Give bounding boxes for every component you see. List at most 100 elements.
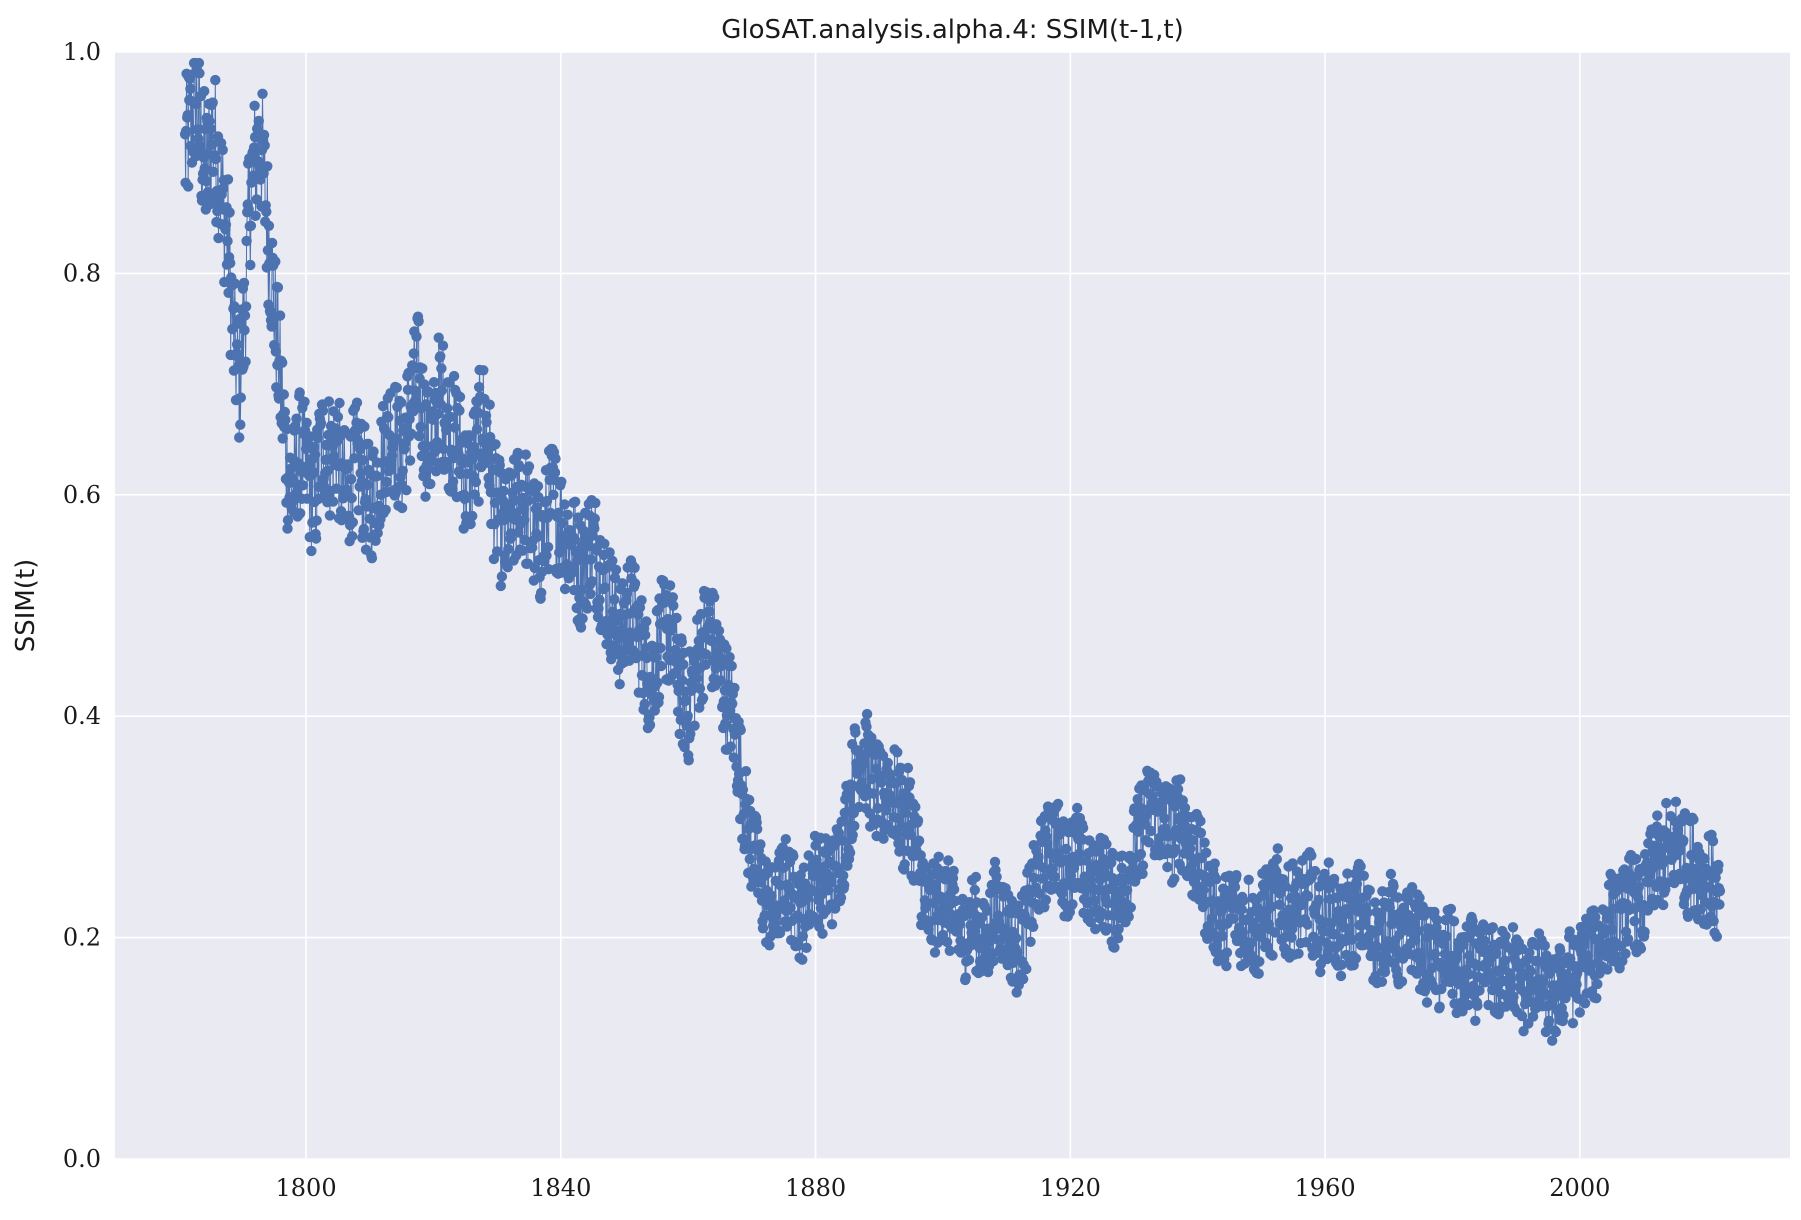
- data-point: [1436, 983, 1447, 995]
- data-point: [1551, 991, 1562, 1002]
- data-point: [512, 447, 523, 459]
- data-point: [312, 432, 323, 444]
- x-tick-label: 1960: [1295, 1174, 1356, 1202]
- data-point: [1221, 947, 1233, 958]
- data-point: [1019, 911, 1030, 922]
- data-point: [1313, 894, 1324, 906]
- data-point: [416, 450, 427, 462]
- data-point: [234, 432, 245, 443]
- data-point: [823, 885, 834, 896]
- data-point: [1369, 897, 1381, 908]
- data-point: [727, 698, 738, 709]
- data-point: [701, 649, 712, 660]
- data-point: [396, 502, 408, 514]
- data-point: [576, 584, 587, 595]
- data-point: [347, 531, 358, 542]
- data-point: [1029, 872, 1040, 884]
- data-point: [1270, 927, 1281, 938]
- data-point: [885, 769, 896, 780]
- data-point: [653, 691, 665, 703]
- data-point: [249, 131, 261, 143]
- data-point: [509, 495, 520, 506]
- x-tick-label: 2000: [1549, 1174, 1610, 1202]
- data-point: [485, 431, 496, 443]
- data-point: [366, 553, 378, 564]
- data-point: [467, 453, 478, 465]
- data-point: [1713, 859, 1724, 871]
- data-point: [513, 527, 524, 538]
- data-point: [1052, 848, 1063, 859]
- data-point: [183, 181, 194, 192]
- data-point: [844, 847, 856, 858]
- data-point: [569, 534, 580, 546]
- data-point: [963, 954, 975, 966]
- data-point: [502, 562, 513, 573]
- data-point: [788, 851, 799, 862]
- data-point: [1045, 848, 1056, 859]
- data-point: [224, 207, 235, 218]
- data-point: [448, 370, 460, 382]
- data-point: [1170, 844, 1181, 855]
- data-point: [1145, 825, 1157, 837]
- data-point: [1034, 888, 1045, 899]
- data-point: [766, 890, 777, 901]
- data-point: [408, 348, 419, 359]
- data-point: [585, 588, 596, 600]
- data-point: [641, 616, 652, 627]
- data-point: [240, 301, 252, 312]
- data-point: [1231, 870, 1242, 881]
- data-point: [850, 727, 861, 738]
- series-ssim: [179, 57, 1726, 1046]
- data-point: [473, 381, 485, 393]
- data-point: [308, 441, 320, 453]
- data-point: [377, 400, 389, 412]
- data-point: [250, 210, 261, 221]
- data-point: [252, 123, 263, 134]
- data-point: [1162, 861, 1173, 873]
- data-point: [329, 451, 340, 462]
- data-point: [1038, 873, 1050, 884]
- data-point: [489, 497, 501, 508]
- data-point: [308, 467, 319, 478]
- data-point: [913, 835, 925, 846]
- data-point: [1198, 884, 1209, 896]
- data-point: [1143, 837, 1155, 848]
- data-point: [1434, 1001, 1445, 1012]
- data-point: [222, 235, 233, 247]
- data-point: [1329, 929, 1340, 940]
- data-point: [1658, 899, 1669, 911]
- data-point: [261, 206, 272, 217]
- data-point: [599, 538, 610, 549]
- data-point: [1342, 868, 1353, 879]
- data-point: [417, 441, 428, 452]
- data-point: [249, 100, 260, 112]
- data-point: [744, 794, 755, 806]
- data-point: [1373, 951, 1384, 962]
- data-point: [735, 724, 746, 736]
- data-point: [1339, 922, 1350, 933]
- data-point: [609, 594, 620, 605]
- data-point: [1579, 936, 1590, 947]
- data-point: [1049, 871, 1061, 883]
- data-point: [1441, 931, 1452, 942]
- data-point: [1555, 945, 1566, 956]
- data-point: [989, 856, 1001, 868]
- data-point: [1527, 1011, 1539, 1022]
- data-point: [222, 174, 234, 185]
- data-point: [428, 377, 440, 388]
- data-point: [253, 115, 264, 127]
- data-point: [861, 708, 873, 720]
- data-point: [593, 603, 604, 614]
- data-point: [357, 454, 369, 466]
- data-point: [271, 382, 282, 393]
- data-point: [193, 57, 205, 69]
- data-point: [1133, 826, 1144, 837]
- data-point: [1293, 948, 1304, 959]
- data-point: [1309, 865, 1321, 877]
- data-point: [1125, 902, 1137, 913]
- data-point: [1508, 991, 1519, 1002]
- data-point: [368, 446, 379, 457]
- data-point: [1238, 895, 1249, 906]
- data-point: [413, 316, 424, 327]
